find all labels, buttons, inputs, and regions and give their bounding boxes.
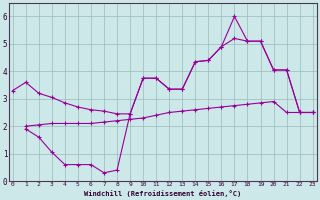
X-axis label: Windchill (Refroidissement éolien,°C): Windchill (Refroidissement éolien,°C) [84,190,241,197]
